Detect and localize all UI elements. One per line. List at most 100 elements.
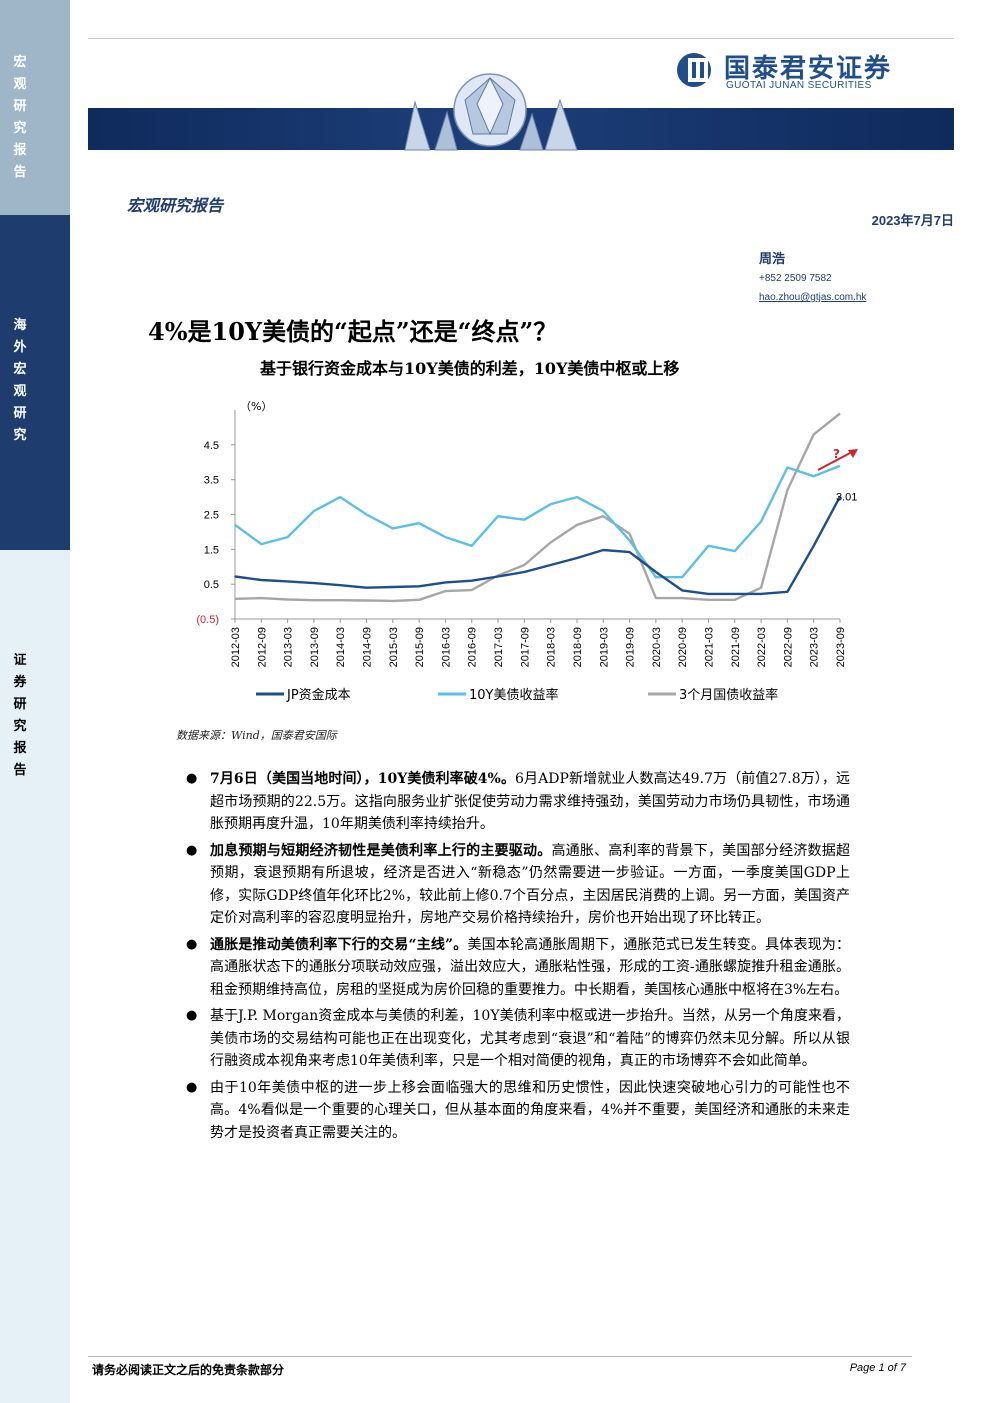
chart-title: 基于银行资金成本与10Y美债的利差，10Y美债中枢或上移	[260, 359, 680, 378]
y-tick-label: 4.5	[204, 440, 219, 452]
data-point	[260, 579, 263, 581]
bullet-text: 美国本轮高通胀周期下，通胀范式已发生转变。具体表现为：高通胀状态下的通胀分项联动…	[210, 936, 850, 998]
bullet-lead: 加息预期与短期经济韧性是美债利率上行的主要驱动。	[210, 842, 552, 859]
data-point	[760, 593, 762, 595]
x-tick-label: 2022-03	[756, 627, 768, 667]
brand-mark-icon	[677, 53, 711, 87]
x-tick-label: 2020-03	[651, 627, 663, 667]
legend-label: JP资金成本	[286, 687, 351, 703]
bullet-dot-icon: ●	[186, 936, 198, 952]
data-point	[786, 591, 789, 593]
author-email-link[interactable]: hao.zhou@gtjas.com.hk	[759, 292, 867, 303]
trend-arrow-icon	[817, 451, 853, 471]
sidebar-section-overseas: 海外宏观研究	[0, 215, 70, 550]
annotation-question: ?	[833, 447, 840, 461]
data-point	[470, 579, 473, 582]
data-point	[523, 571, 526, 573]
data-point	[286, 580, 289, 583]
author-phone: +852 2509 7582	[759, 273, 832, 284]
bullet-item: ● 7月6日（美国当地时间），10Y美债利率破4%。6月ADP新增就业人数高达49…	[186, 768, 850, 836]
data-point	[733, 593, 736, 595]
x-tick-label: 2019-09	[625, 627, 637, 667]
x-tick-label: 2012-03	[230, 627, 242, 667]
sidebar-label: 宏观研究报告	[13, 55, 27, 180]
x-tick-label: 2018-09	[572, 627, 584, 667]
x-tick-label: 2015-09	[414, 627, 426, 667]
y-axis-label: （%）	[240, 400, 272, 413]
series-line	[235, 496, 842, 596]
data-point	[602, 549, 605, 551]
data-point	[681, 589, 683, 592]
x-tick-label: 2021-03	[703, 627, 715, 667]
data-point	[418, 585, 420, 588]
data-point	[339, 584, 342, 587]
x-tick-label: 2023-03	[809, 627, 821, 667]
footer-rule	[88, 1356, 912, 1357]
arrow-head-icon	[848, 449, 858, 458]
x-tick-label: 2017-09	[519, 627, 531, 667]
author-name: 周浩	[759, 252, 786, 267]
x-tick-label: 2014-09	[362, 627, 374, 667]
bullet-dot-icon: ●	[186, 842, 198, 858]
data-point	[576, 557, 578, 559]
y-tick-label: 0.5	[204, 579, 219, 591]
data-point	[549, 564, 552, 566]
bullet-item: ● 通胀是推动美债利率下行的交易“主线”。美国本轮高通胀周期下，通胀范式已发生转变…	[186, 934, 850, 1002]
data-point	[628, 551, 631, 553]
data-point	[392, 586, 394, 588]
bullet-text: 高通胀、高利率的背景下，美国部分经济数据超预期，衰退预期有所退坡，经济是否进入“…	[210, 842, 850, 927]
x-tick-label: 2016-03	[440, 627, 452, 667]
y-tick-label: 3.5	[204, 475, 219, 487]
diamond-graphic-icon	[404, 73, 578, 151]
data-point	[365, 586, 368, 589]
series-line	[235, 412, 841, 603]
bullet-lead: 7月6日（美国当地时间），10Y美债利率破4%。	[210, 771, 516, 787]
data-point	[839, 495, 841, 498]
x-tick-label: 2013-09	[309, 627, 321, 667]
page-number: Page 1 of 7	[849, 1362, 906, 1374]
x-tick-label: 2015-03	[388, 627, 400, 667]
bullet-dot-icon: ●	[186, 1079, 198, 1095]
brand-name-en: GUOTAI JUNAN SECURITIES	[726, 80, 872, 91]
data-point	[444, 581, 447, 584]
bullet-text: 基于J.P. Morgan资金成本与美债的利差，10Y美债利率中枢或进一步抬升。…	[210, 1008, 850, 1069]
series-line	[235, 464, 841, 579]
y-tick-label: 1.5	[204, 544, 219, 556]
footer-disclaimer: 请务必阅读正文之后的免责条款部分	[92, 1363, 285, 1377]
sidebar-label: 证券研究报告	[13, 653, 27, 778]
data-point	[313, 582, 315, 584]
x-tick-label: 2016-09	[467, 627, 479, 667]
x-tick-label: 2020-09	[677, 627, 689, 667]
x-tick-label: 2014-03	[335, 627, 347, 667]
x-tick-label: 2022-09	[782, 627, 794, 667]
brand-name-cn: 国泰君安证券	[724, 54, 893, 84]
brand-logo: 国泰君安证券 GUOTAI JUNAN SECURITIES	[676, 50, 956, 96]
data-point	[707, 593, 710, 595]
x-tick-label: 2019-03	[598, 627, 610, 667]
bullet-list: ● 7月6日（美国当地时间），10Y美债利率破4%。6月ADP新增就业人数高达49…	[186, 768, 850, 1148]
y-tick-label: 2.5	[204, 510, 219, 522]
sidebar-section-macro: 宏观研究报告	[0, 0, 70, 215]
legend-label: 10Y美债收益率	[469, 687, 558, 703]
report-date: 2023年7月7日	[871, 213, 954, 228]
bullet-item: ● 由于10年美债中枢的进一步上移会面临强大的思维和历史惯性，因此快速突破地心引力…	[186, 1077, 850, 1145]
header-rule	[88, 38, 954, 39]
x-tick-label: 2023-09	[835, 627, 847, 667]
chart-source: 数据来源：Wind，国泰君安国际	[176, 729, 337, 742]
legend-label: 3个月国债收益率	[679, 687, 778, 703]
bullet-dot-icon: ●	[186, 1008, 198, 1023]
data-point	[497, 575, 499, 578]
x-tick-label: 2021-09	[730, 627, 742, 667]
bullet-text: 6月ADP新增就业人数高达49.7万（前值27.8万），远超市场预期的22.5万…	[210, 771, 850, 832]
sidebar-section-securities: 证券研究报告	[0, 550, 70, 1403]
y-tick-label: (0.5)	[196, 614, 219, 626]
page-title: 4%是10Y美债的“起点”还是“终点”？	[148, 317, 558, 346]
data-point	[812, 545, 815, 547]
data-point	[234, 575, 236, 578]
bullet-item: ● 基于J.P. Morgan资金成本与美债的利差，10Y美债利率中枢或进一步抬升…	[186, 1005, 850, 1073]
data-label: 3.01	[836, 492, 857, 504]
report-type: 宏观研究报告	[127, 196, 224, 215]
bullet-text: 由于10年美债中枢的进一步上移会面临强大的思维和历史惯性，因此快速突破地心引力的…	[210, 1079, 850, 1141]
x-tick-label: 2017-03	[493, 627, 505, 667]
bullet-dot-icon: ●	[186, 771, 198, 786]
